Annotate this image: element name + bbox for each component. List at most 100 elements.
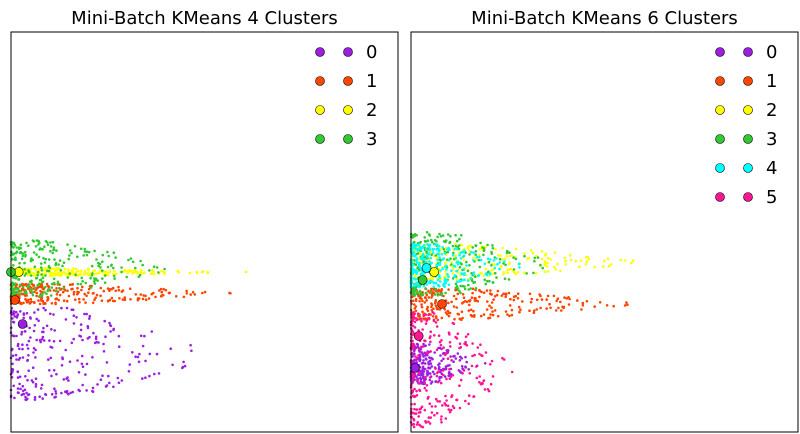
scatter-point (42, 302, 45, 306)
scatter-point (492, 259, 496, 262)
scatter-point (549, 258, 552, 261)
scatter-point (410, 313, 414, 317)
scatter-point (11, 313, 14, 316)
scatter-point (485, 308, 489, 311)
scatter-point (32, 240, 36, 243)
scatter-point (483, 278, 487, 282)
scatter-point (413, 307, 417, 310)
scatter-point (98, 269, 102, 272)
scatter-point (131, 260, 135, 264)
scatter-point (423, 236, 427, 239)
scatter-point (428, 245, 431, 248)
scatter-point (495, 293, 499, 297)
scatter-point (423, 258, 427, 261)
scatter-point (584, 263, 588, 266)
scatter-point (514, 247, 518, 251)
scatter-point (491, 375, 495, 378)
scatter-point (420, 317, 423, 321)
scatter-point (491, 246, 495, 250)
cluster-2-center (429, 267, 440, 277)
scatter-point (413, 284, 416, 287)
scatter-point (442, 346, 445, 349)
scatter-point (418, 408, 422, 411)
scatter-point (427, 416, 431, 419)
legend-marker-2-1 (315, 105, 325, 115)
scatter-point (451, 405, 455, 408)
scatter-point (415, 356, 419, 360)
legend-label-4: 4 (766, 158, 777, 179)
scatter-point (76, 274, 80, 278)
scatter-point (33, 398, 37, 401)
scatter-point (19, 301, 23, 305)
scatter-point (107, 254, 110, 258)
scatter-point (131, 351, 134, 354)
scatter-point (94, 337, 98, 341)
legend-label-2: 2 (366, 100, 377, 121)
scatter-point (38, 302, 42, 306)
scatter-point (78, 301, 81, 304)
scatter-point (418, 300, 421, 303)
plot-frame (410, 31, 799, 433)
scatter-point (430, 261, 434, 265)
scatter-point (29, 258, 33, 262)
scatter-point (428, 343, 431, 346)
scatter-point (416, 249, 420, 252)
scatter-point (66, 376, 69, 379)
scatter-point (14, 256, 17, 260)
scatter-point (452, 264, 456, 268)
scatter-point (508, 262, 511, 266)
scatter-point (45, 292, 48, 296)
scatter-point (412, 250, 416, 254)
scatter-point (427, 360, 430, 364)
scatter-point (418, 296, 422, 300)
scatter-point (442, 257, 446, 260)
legend: 0 1 2 3 4 5 (715, 42, 777, 208)
scatter-point (504, 263, 507, 267)
scatter-point (439, 269, 442, 272)
scatter-point (12, 264, 15, 267)
scatter-point (466, 247, 470, 250)
scatter-point (440, 288, 444, 291)
scatter-point (72, 293, 76, 296)
scatter-point (437, 249, 441, 253)
scatter-point (22, 313, 26, 316)
scatter-point (443, 375, 447, 378)
scatter-point (501, 356, 504, 360)
scatter-point (464, 355, 467, 359)
scatter-point (29, 267, 33, 271)
scatter-point (426, 239, 430, 242)
scatter-point (412, 379, 415, 382)
scatter-point (444, 394, 447, 398)
scatter-point (128, 287, 132, 291)
scatter-point (25, 343, 29, 347)
scatter-point (95, 340, 98, 344)
scatter-point (440, 316, 444, 320)
scatter-point (57, 298, 60, 302)
scatter-point (510, 313, 514, 317)
scatter-point (509, 267, 513, 271)
scatter-point (455, 285, 459, 288)
scatter-point (65, 306, 69, 310)
scatter-point (448, 370, 451, 374)
scatter-point (454, 357, 458, 360)
legend-marker-2-1 (715, 105, 725, 115)
scatter-point (20, 292, 24, 296)
scatter-point (30, 379, 34, 382)
scatter-point (462, 267, 466, 271)
scatter-point (420, 247, 423, 250)
scatter-point (11, 354, 15, 358)
scatter-point (411, 254, 414, 257)
scatter-point (106, 287, 110, 290)
scatter-point (120, 266, 123, 269)
scatter-point (435, 374, 439, 378)
scatter-point (429, 362, 433, 365)
scatter-point (11, 281, 14, 285)
scatter-point (131, 270, 134, 273)
scatter-point (38, 248, 41, 251)
scatter-point (35, 338, 38, 342)
scatter-point (539, 263, 542, 267)
scatter-point (543, 254, 547, 257)
scatter-point (475, 365, 478, 368)
scatter-point (456, 287, 460, 290)
scatter-point (429, 350, 433, 353)
